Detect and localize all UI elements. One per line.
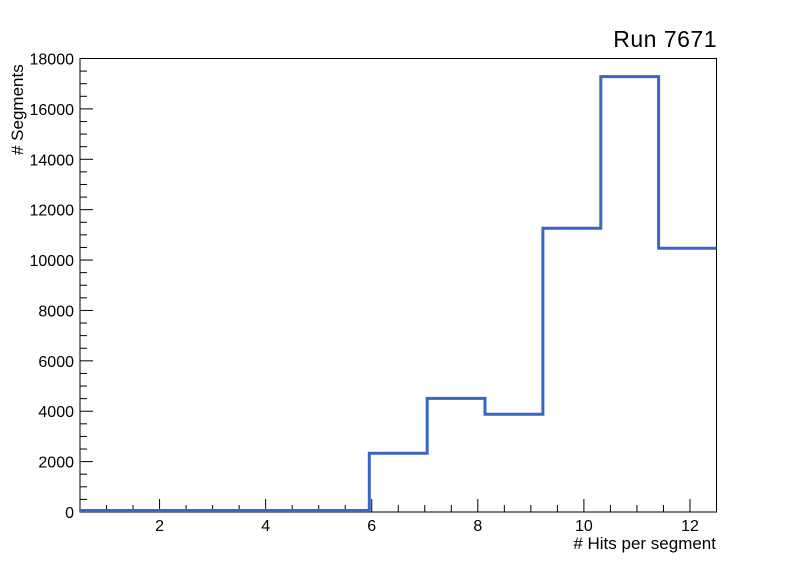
x-tick-label: 2 [155, 518, 164, 535]
frame-rect [79, 58, 717, 513]
y-tick-label: 2000 [38, 455, 74, 472]
x-tick-label: 12 [681, 518, 699, 535]
axis-tick-labels: 2 4 6 8 10 12 0 2000 4000 6000 8000 10000 12000 14000… [30, 52, 699, 536]
histogram-line [80, 75, 717, 512]
y-axis-title: # Segments [8, 64, 27, 155]
x-tick-label: 10 [575, 518, 593, 535]
y-tick-label: 4000 [38, 404, 74, 421]
plot-title: Run 7671 [613, 26, 717, 52]
histogram-step-line [80, 75, 717, 512]
y-tick-label: 18000 [30, 52, 75, 69]
y-tick-label: 16000 [30, 102, 75, 119]
x-tick-label: 8 [473, 518, 482, 535]
y-tick-label: 6000 [38, 354, 74, 371]
x-tick-label: 4 [261, 518, 270, 535]
y-tick-label: 14000 [30, 152, 75, 169]
x-tick-label: 6 [367, 518, 376, 535]
y-tick-label: 0 [65, 505, 74, 522]
axis-ticks [80, 58, 691, 513]
y-tick-label: 8000 [38, 303, 74, 320]
plot-frame [79, 58, 717, 513]
y-tick-label: 12000 [30, 203, 75, 220]
y-tick-label: 10000 [30, 253, 75, 270]
x-axis-title: # Hits per segment [573, 534, 716, 553]
